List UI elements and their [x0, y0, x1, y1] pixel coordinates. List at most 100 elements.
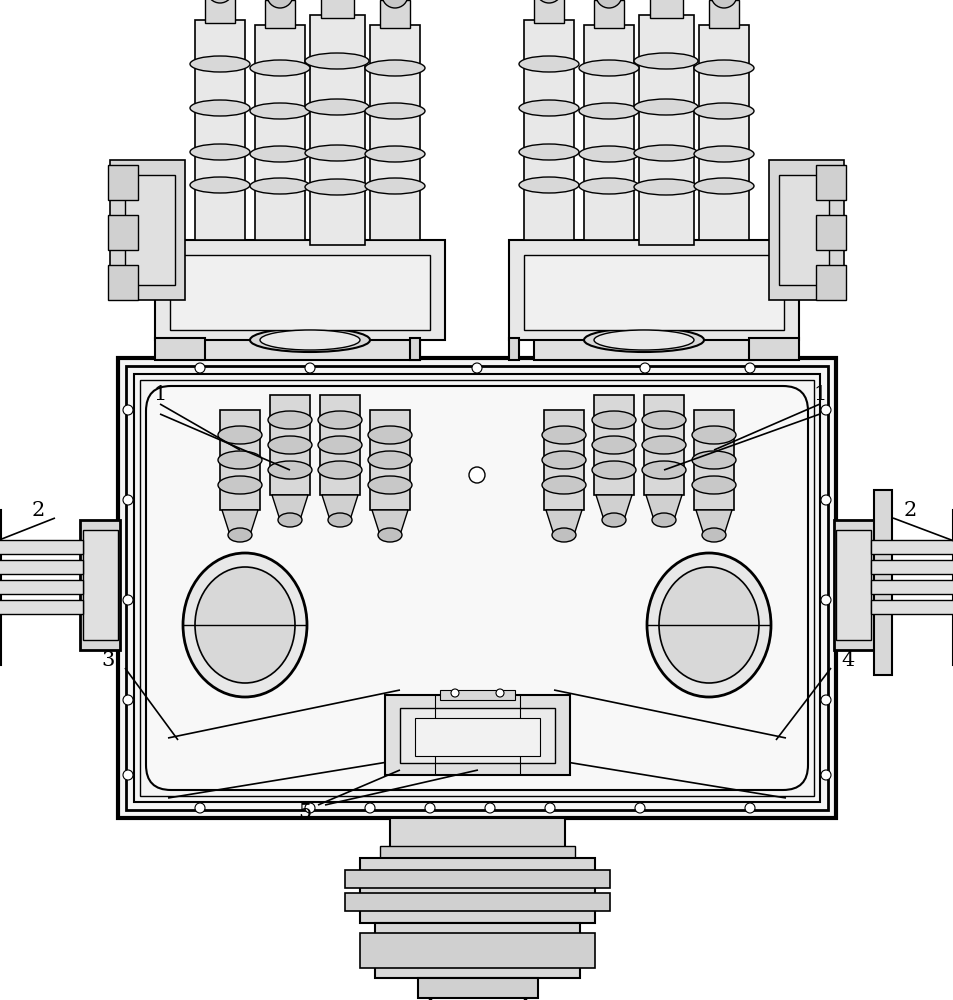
Bar	[639, 15, 693, 245]
Ellipse shape	[228, 528, 252, 542]
Bar	[399, 708, 555, 763]
Bar	[379, 0, 410, 28]
Bar	[523, 255, 783, 330]
Ellipse shape	[578, 146, 639, 162]
Bar	[594, 395, 634, 495]
Ellipse shape	[691, 451, 735, 469]
Bar	[583, 320, 703, 340]
Ellipse shape	[691, 426, 735, 444]
Bar	[0, 510, 1, 665]
Bar	[118, 358, 835, 818]
Circle shape	[123, 770, 132, 780]
Ellipse shape	[701, 528, 725, 542]
Bar	[154, 338, 205, 360]
FancyBboxPatch shape	[146, 386, 807, 790]
Ellipse shape	[317, 411, 361, 429]
Ellipse shape	[190, 56, 250, 72]
Ellipse shape	[641, 436, 685, 454]
Ellipse shape	[328, 513, 352, 527]
Bar	[873, 490, 891, 675]
Bar	[370, 25, 419, 240]
Bar	[699, 25, 748, 240]
Ellipse shape	[268, 411, 312, 429]
Ellipse shape	[693, 178, 753, 194]
Circle shape	[123, 595, 132, 605]
Circle shape	[744, 803, 754, 813]
Bar	[0, 560, 83, 574]
Ellipse shape	[183, 553, 307, 697]
Polygon shape	[322, 495, 357, 520]
Ellipse shape	[634, 145, 698, 161]
Ellipse shape	[578, 103, 639, 119]
Bar	[110, 160, 185, 300]
Ellipse shape	[190, 177, 250, 193]
Bar	[708, 0, 739, 28]
Ellipse shape	[641, 461, 685, 479]
Circle shape	[484, 803, 495, 813]
Bar	[345, 893, 609, 911]
Bar	[534, 0, 563, 23]
Circle shape	[305, 803, 314, 813]
Bar	[359, 858, 595, 923]
Bar	[543, 410, 583, 510]
Bar	[375, 923, 579, 978]
Ellipse shape	[305, 179, 369, 195]
Ellipse shape	[691, 476, 735, 494]
Bar	[0, 600, 83, 614]
Polygon shape	[372, 510, 408, 535]
Ellipse shape	[365, 60, 424, 76]
Circle shape	[472, 363, 481, 373]
Ellipse shape	[368, 476, 412, 494]
Ellipse shape	[541, 426, 585, 444]
Polygon shape	[596, 495, 631, 520]
Bar	[870, 600, 953, 614]
Circle shape	[207, 0, 233, 3]
Ellipse shape	[541, 451, 585, 469]
Text: 1: 1	[813, 384, 826, 403]
Ellipse shape	[634, 179, 698, 195]
Ellipse shape	[659, 567, 759, 683]
Ellipse shape	[693, 103, 753, 119]
Bar	[125, 175, 174, 285]
Circle shape	[821, 595, 830, 605]
Ellipse shape	[594, 330, 693, 350]
Bar	[594, 0, 623, 28]
Bar	[83, 530, 118, 640]
Ellipse shape	[518, 56, 578, 72]
Circle shape	[821, 770, 830, 780]
Bar	[200, 335, 419, 360]
Polygon shape	[545, 510, 581, 535]
Bar	[0, 540, 83, 554]
Bar	[205, 0, 234, 23]
Bar	[509, 240, 799, 340]
Ellipse shape	[601, 513, 625, 527]
Ellipse shape	[592, 411, 636, 429]
Bar	[534, 335, 753, 360]
Circle shape	[635, 803, 644, 813]
Bar	[345, 870, 609, 888]
Circle shape	[123, 495, 132, 505]
Bar	[108, 265, 138, 300]
Polygon shape	[645, 495, 681, 520]
Bar	[509, 338, 518, 360]
Bar	[748, 338, 799, 360]
Bar	[523, 20, 574, 240]
Circle shape	[194, 803, 205, 813]
Circle shape	[451, 689, 458, 697]
Ellipse shape	[268, 436, 312, 454]
Bar	[779, 175, 828, 285]
Ellipse shape	[260, 330, 359, 350]
Circle shape	[123, 405, 132, 415]
Ellipse shape	[641, 411, 685, 429]
Bar	[133, 374, 820, 802]
Bar	[320, 0, 354, 18]
Polygon shape	[222, 510, 257, 535]
Bar	[583, 25, 634, 240]
Circle shape	[744, 363, 754, 373]
Bar	[870, 540, 953, 554]
Bar	[385, 695, 569, 775]
Bar	[319, 395, 359, 495]
Bar	[250, 320, 370, 340]
Circle shape	[496, 689, 503, 697]
Bar	[390, 818, 564, 848]
